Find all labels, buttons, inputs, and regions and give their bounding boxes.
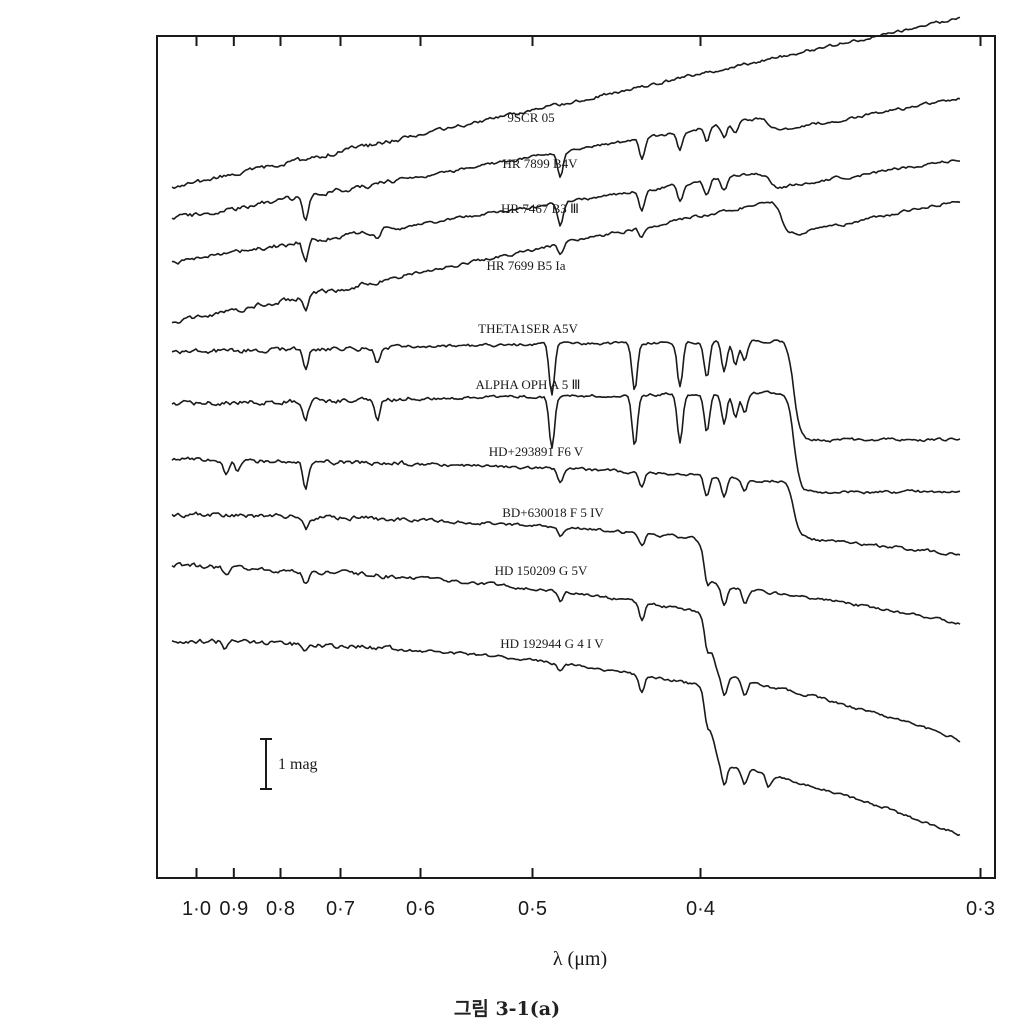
spectrum-trace [171,97,961,221]
x-axis-label: λ (μm) [553,948,607,970]
spectrum-trace [171,339,961,443]
spectrum-trace [171,456,961,556]
spectrum-trace [171,201,961,324]
spectrum-labels: 9SCR 05 HR 7899 B4V HR 7467 B3 Ⅲ HR 7699 B5… [475,110,604,651]
spectrum-label: HD 150209 G 5V [495,563,588,578]
scale-bar-label: 1 mag [278,756,318,773]
spectrum-trace [171,511,961,625]
figure-caption: 그림 3-1(a) [453,998,561,1020]
x-tick-label: 0·4 [686,898,715,920]
spectrum-label: THETA1SER A5V [478,321,578,336]
spectrum-label: BD+630018 F 5 IV [502,505,604,520]
x-tick-label: 0·8 [266,898,295,920]
spectrum-label: ALPHA OPH A 5 Ⅲ [475,377,580,392]
spectrum-trace [171,16,961,189]
spectrum-trace [171,390,961,495]
spectrum-label: 9SCR 05 [507,110,554,125]
x-tick-label: 0·5 [518,898,547,920]
spectra-traces [171,16,961,837]
x-tick-label: 0·6 [406,898,435,920]
scale-bar: 1 mag [260,738,318,790]
spectrum-label: HR 7899 B4V [502,156,578,171]
spectrum-label: HR 7699 B5 Ia [486,258,565,273]
spectrum-trace [171,561,961,743]
plot-frame [156,35,996,879]
spectrum-trace [171,638,961,837]
x-tick-label: 0·3 [966,898,995,920]
spectrum-label: HD+293891 F6 V [489,444,584,459]
spectrum-trace [171,159,961,265]
x-tick-label: 1·0 [182,898,211,920]
spectrum-label: HD 192944 G 4 I V [500,636,604,651]
x-tick-label: 0·9 [219,898,248,920]
x-axis-ticks: 1·0 0·9 0·8 0·7 0·6 0·5 0·4 0·3 [182,36,995,920]
x-tick-label: 0·7 [326,898,355,920]
spectrum-label: HR 7467 B3 Ⅲ [501,201,579,216]
